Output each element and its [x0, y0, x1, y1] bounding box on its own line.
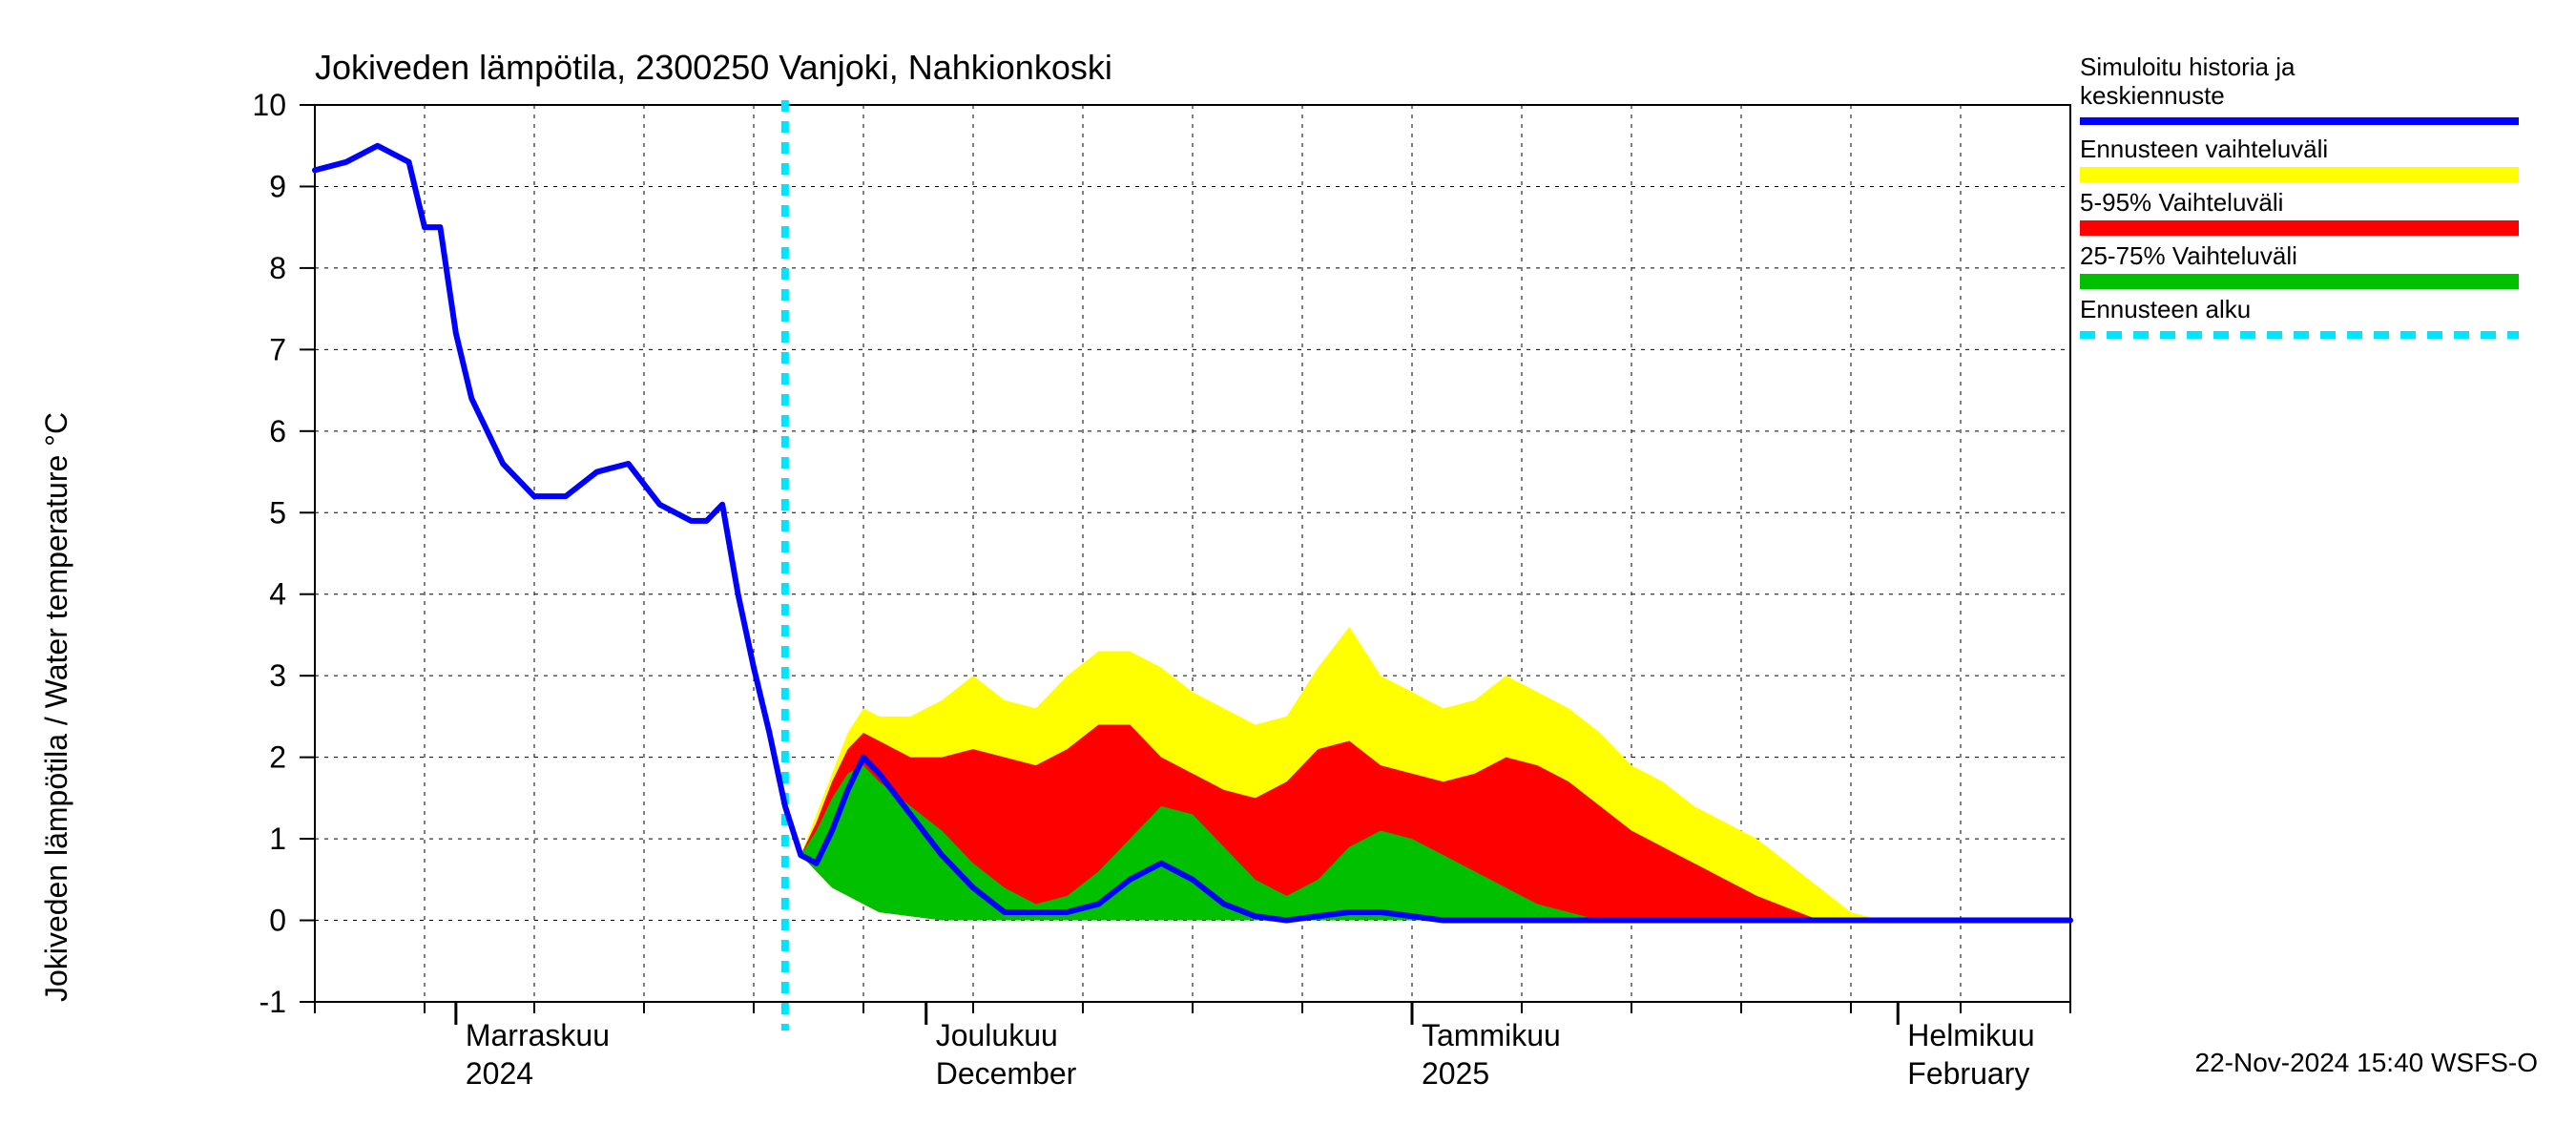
- legend-item: Ennusteen alku: [2080, 295, 2528, 343]
- svg-text:3: 3: [269, 658, 286, 693]
- chart-title: Jokiveden lämpötila, 2300250 Vanjoki, Na…: [315, 48, 1112, 88]
- svg-text:9: 9: [269, 169, 286, 203]
- legend-label: Ennusteen vaihteluväli: [2080, 135, 2528, 163]
- legend-item: Ennusteen vaihteluväli: [2080, 135, 2528, 182]
- legend-label: keskiennuste: [2080, 81, 2528, 110]
- svg-text:Joulukuu: Joulukuu: [936, 1018, 1058, 1052]
- legend-item: Simuloitu historia jakeskiennuste: [2080, 52, 2528, 129]
- legend-item: 5-95% Vaihteluväli: [2080, 188, 2528, 236]
- legend: Simuloitu historia jakeskiennuste Ennuste…: [2080, 52, 2538, 348]
- svg-text:2025: 2025: [1422, 1056, 1489, 1091]
- legend-swatch: [2080, 167, 2519, 182]
- legend-label: Ennusteen alku: [2080, 295, 2528, 323]
- svg-text:Helmikuu: Helmikuu: [1907, 1018, 2034, 1052]
- legend-label: 25-75% Vaihteluväli: [2080, 241, 2528, 270]
- legend-swatch: [2080, 220, 2519, 236]
- legend-label: Simuloitu historia ja: [2080, 52, 2528, 81]
- svg-text:6: 6: [269, 414, 286, 448]
- legend-line-sample: [2080, 327, 2528, 343]
- svg-text:-1: -1: [260, 985, 286, 1019]
- svg-text:Tammikuu: Tammikuu: [1422, 1018, 1561, 1052]
- legend-line-sample: [2080, 114, 2528, 129]
- svg-text:February: February: [1907, 1056, 2029, 1091]
- svg-text:4: 4: [269, 577, 286, 612]
- legend-label: 5-95% Vaihteluväli: [2080, 188, 2528, 217]
- svg-text:8: 8: [269, 251, 286, 285]
- svg-text:7: 7: [269, 332, 286, 366]
- svg-text:Jokiveden lämpötila / Water te: Jokiveden lämpötila / Water temperature …: [39, 412, 73, 1002]
- legend-item: 25-75% Vaihteluväli: [2080, 241, 2528, 289]
- svg-text:2024: 2024: [466, 1056, 533, 1091]
- chart-container: Jokiveden lämpötila, 2300250 Vanjoki, Na…: [0, 0, 2576, 1145]
- svg-text:0: 0: [269, 904, 286, 938]
- chart-footer-timestamp: 22-Nov-2024 15:40 WSFS-O: [2195, 1048, 2539, 1078]
- legend-swatch: [2080, 274, 2519, 289]
- svg-text:Marraskuu: Marraskuu: [466, 1018, 610, 1052]
- svg-text:5: 5: [269, 495, 286, 530]
- svg-text:10: 10: [252, 88, 286, 122]
- svg-text:1: 1: [269, 822, 286, 856]
- svg-text:December: December: [936, 1056, 1077, 1091]
- svg-text:2: 2: [269, 740, 286, 775]
